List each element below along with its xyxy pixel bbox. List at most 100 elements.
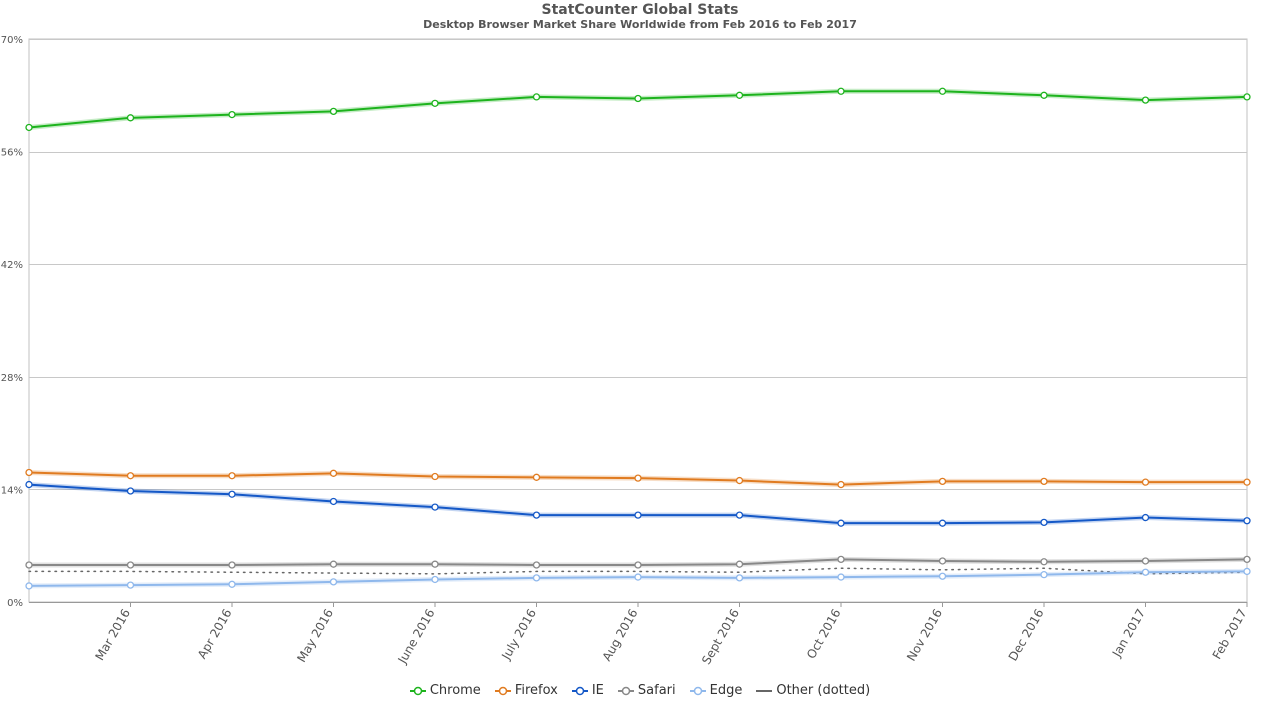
data-point: [228, 561, 236, 569]
data-point: [532, 574, 541, 582]
x-tick-label: July 2016: [499, 607, 540, 663]
x-tick-label: Oct 2016: [804, 607, 844, 662]
data-point: [25, 480, 33, 489]
data-point: [431, 99, 439, 107]
y-tick-label: 0%: [7, 598, 23, 609]
legend-swatch-marker: [693, 686, 702, 695]
data-point: [634, 561, 642, 569]
y-tick-label: 56%: [1, 148, 23, 159]
data-point: [1243, 555, 1251, 564]
data-point: [1243, 567, 1251, 576]
series-edge: [25, 567, 1251, 590]
y-tick-label: 70%: [1, 35, 23, 46]
data-point: [126, 487, 135, 495]
chart-title: StatCounter Global Stats: [541, 2, 739, 18]
data-point: [837, 480, 845, 489]
legend-label: Safari: [637, 683, 676, 698]
data-point: [329, 107, 338, 116]
data-point: [228, 472, 236, 480]
data-point: [1040, 571, 1048, 579]
y-axis: 0% 14% 28% 42% 56% 70%: [1, 35, 23, 609]
data-point: [228, 110, 236, 119]
data-point: [1243, 93, 1251, 101]
legend-swatch-icon: [689, 686, 706, 695]
data-point: [25, 468, 33, 477]
data-point: [1141, 568, 1150, 576]
data-point: [532, 473, 541, 481]
legend-swatch-marker: [413, 686, 423, 695]
legend-item[interactable]: Chrome: [409, 683, 481, 698]
data-point: [431, 503, 439, 511]
data-point: [25, 123, 33, 132]
data-point: [228, 490, 236, 498]
legend-swatch-icon: [756, 689, 773, 692]
legend-swatch-icon: [409, 686, 426, 695]
data-point: [938, 519, 947, 527]
x-tick-label: Apr 2016: [195, 607, 235, 662]
legend-item[interactable]: IE: [571, 683, 604, 698]
x-tick-label: June 2016: [395, 607, 438, 667]
legend-swatch-icon: [617, 686, 634, 695]
data-point: [735, 91, 744, 99]
legend-label: Chrome: [429, 683, 481, 698]
data-point: [837, 87, 845, 95]
x-tick-label: Feb 2017: [1210, 607, 1250, 662]
legend-item[interactable]: Edge: [689, 683, 743, 698]
data-point: [735, 560, 744, 568]
data-point: [735, 511, 744, 519]
legend-label: Other (dotted): [776, 683, 871, 698]
data-point: [431, 472, 439, 481]
data-point: [938, 572, 947, 580]
x-axis: Mar 2016 Apr 2016 May 2016 June 2016 July 20…: [92, 602, 1250, 667]
data-point: [938, 87, 947, 95]
data-point: [532, 511, 541, 519]
legend-label: Firefox: [514, 683, 558, 698]
data-point: [329, 469, 338, 477]
legend-swatch-icon: [571, 686, 588, 695]
series-chrome: [25, 87, 1251, 132]
legend: Chrome Firefox IE Safari Edge Other (dotted): [0, 683, 1280, 698]
series-other-dotted: [28, 567, 1248, 575]
legend-item[interactable]: Safari: [617, 683, 676, 698]
series-safari: [25, 555, 1251, 569]
data-point: [634, 474, 642, 482]
data-point: [938, 557, 947, 565]
data-point: [126, 561, 135, 569]
legend-item[interactable]: Other (dotted): [756, 683, 870, 698]
data-point: [1141, 513, 1150, 522]
data-point: [938, 477, 947, 486]
data-point: [126, 472, 135, 480]
data-point: [25, 561, 33, 569]
data-point: [634, 94, 642, 103]
y-tick-label: 42%: [1, 260, 23, 271]
x-tick-label: Nov 2016: [904, 607, 945, 664]
series-firefox: [25, 468, 1251, 489]
data-point: [634, 573, 642, 581]
data-point: [329, 578, 338, 586]
legend-swatch-icon: [494, 686, 511, 695]
legend-swatch-marker: [498, 686, 508, 695]
data-point: [1243, 517, 1251, 525]
data-point: [1243, 478, 1251, 486]
data-point: [1040, 477, 1048, 486]
data-point: [532, 561, 541, 569]
data-point: [837, 519, 845, 527]
legend-label: Edge: [709, 683, 743, 698]
chart-subtitle: Desktop Browser Market Share Worldwide f…: [423, 18, 857, 31]
legend-item[interactable]: Firefox: [494, 683, 558, 698]
data-point: [1040, 558, 1048, 566]
data-point: [1040, 518, 1048, 527]
data-point: [735, 574, 744, 582]
legend-swatch-marker: [575, 686, 585, 695]
series-line: [28, 567, 1248, 575]
data-point: [329, 560, 338, 568]
data-point: [228, 580, 236, 588]
x-tick-label: Mar 2016: [92, 607, 133, 663]
data-point: [1040, 91, 1048, 99]
x-tick-label: Aug 2016: [600, 607, 641, 664]
data-point: [25, 582, 33, 590]
y-tick-label: 28%: [1, 373, 23, 384]
data-point: [126, 114, 135, 122]
series-layer: [25, 87, 1251, 590]
